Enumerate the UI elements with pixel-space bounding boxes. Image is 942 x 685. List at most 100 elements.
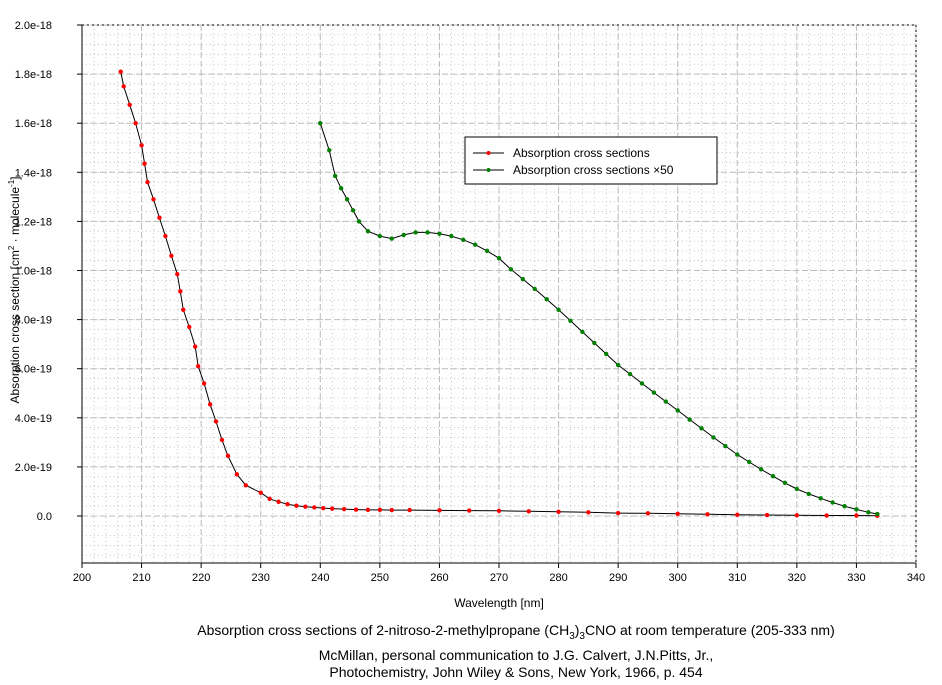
data-point-series-2	[747, 459, 752, 465]
data-point-series-1	[213, 419, 219, 424]
data-point-series-2	[556, 307, 561, 312]
data-point-series-1	[437, 508, 442, 513]
x-tick-label: 310	[728, 572, 746, 584]
data-point-series-1	[764, 512, 770, 518]
data-point-series-1	[705, 512, 710, 517]
x-tick-label: 280	[549, 572, 567, 584]
data-point-series-1	[615, 510, 621, 516]
data-point-series-1	[675, 511, 680, 516]
data-point-series-1	[467, 508, 472, 513]
y-tick-label: 2.0e-19	[15, 462, 52, 474]
data-point-series-2	[830, 500, 835, 505]
data-point-series-2	[770, 474, 776, 479]
data-point-series-2	[604, 351, 609, 357]
data-point-series-2	[389, 236, 394, 241]
grid	[81, 24, 917, 563]
data-point-series-2	[332, 173, 338, 179]
data-point-series-2	[520, 276, 526, 282]
data-point-series-2	[651, 390, 657, 395]
data-point-series-2	[842, 503, 847, 509]
data-point-series-1	[586, 510, 591, 515]
data-point-series-1	[181, 307, 186, 312]
data-point-series-2	[365, 229, 371, 234]
data-point-series-2	[592, 340, 597, 346]
axes: 200 210 220 230 240 250 260 270 280 290 300 310 320 3…	[15, 20, 925, 584]
data-point-series-2	[663, 399, 668, 404]
y-tick-label: 1.2e-18	[15, 216, 52, 228]
data-point-series-2	[544, 297, 549, 302]
data-point-series-2	[413, 230, 418, 235]
data-point-series-1	[407, 507, 412, 513]
y-tick-label: 1.8e-18	[15, 69, 52, 81]
data-point-series-2	[508, 267, 514, 272]
chart: 200 210 220 230 240 250 260 270 280 290 300 310 320 3…	[7, 20, 925, 610]
x-tick-label: 210	[132, 572, 150, 584]
caption-line-3: Photochemistry, John Wiley & Sons, New Y…	[329, 664, 703, 680]
data-point-series-1	[267, 496, 272, 502]
data-point-series-1	[207, 402, 213, 407]
legend-label-1: Absorption cross sections	[513, 146, 650, 160]
data-point-series-2	[327, 148, 332, 153]
data-point-series-2	[699, 426, 704, 431]
data-point-series-1	[178, 289, 183, 294]
x-tick-label: 270	[490, 572, 508, 584]
data-point-series-2	[806, 491, 811, 497]
x-tick-label: 230	[252, 572, 270, 584]
data-point-series-2	[687, 417, 692, 422]
data-point-series-1	[187, 324, 192, 330]
data-point-series-1	[258, 490, 263, 495]
x-axis-label: Wavelength [nm]	[454, 596, 544, 610]
data-point-series-2	[350, 208, 356, 213]
data-point-series-1	[276, 499, 281, 504]
data-point-series-2	[425, 230, 430, 235]
data-point-series-1	[294, 503, 299, 508]
data-point-series-1	[145, 179, 150, 185]
data-point-series-1	[127, 102, 132, 107]
data-point-series-1	[735, 512, 740, 517]
x-tick-label: 320	[788, 572, 806, 584]
legend-marker-red	[486, 151, 491, 155]
data-point-series-2	[344, 197, 350, 202]
data-point-series-2	[723, 443, 728, 449]
x-tick-label: 300	[669, 572, 687, 584]
data-point-series-1	[175, 271, 180, 277]
data-point-series-1	[151, 197, 156, 202]
y-tick-label: 1.0e-18	[15, 266, 52, 278]
data-point-series-1	[169, 253, 174, 258]
data-point-series-1	[794, 513, 800, 518]
data-point-series-2	[818, 496, 823, 501]
data-point-series-2	[461, 237, 466, 243]
data-point-series-1	[142, 161, 147, 166]
y-axis-label: Absorption cross section [cm2 · molecule…	[7, 176, 22, 403]
legend-label-2: Absorption cross sections ×50	[513, 163, 674, 177]
x-tick-label: 250	[371, 572, 389, 584]
data-point-series-1	[824, 513, 829, 518]
x-tick-label: 340	[907, 572, 925, 584]
data-point-series-2	[758, 467, 764, 472]
data-point-series-1	[121, 84, 126, 89]
data-point-series-2	[794, 486, 800, 492]
data-point-series-1	[303, 504, 308, 509]
x-tick-label: 260	[430, 572, 448, 584]
data-point-series-2	[675, 408, 680, 413]
data-point-series-2	[318, 121, 323, 126]
data-point-series-2	[437, 231, 442, 236]
data-point-series-2	[472, 242, 478, 247]
data-point-series-1	[118, 69, 123, 74]
data-point-series-1	[195, 364, 201, 369]
data-point-series-1	[201, 381, 207, 386]
data-point-series-1	[225, 453, 231, 459]
caption-line-2: McMillan, personal communication to J.G.…	[318, 647, 714, 663]
data-point-series-2	[580, 329, 585, 335]
data-point-series-1	[377, 507, 383, 513]
data-point-series-1	[219, 437, 225, 443]
data-point-series-1	[234, 472, 240, 477]
data-point-series-2	[866, 510, 871, 515]
y-tick-label: 6.0e-19	[15, 364, 52, 376]
data-point-series-1	[556, 509, 561, 515]
data-point-series-2	[615, 362, 621, 368]
data-point-series-2	[627, 371, 633, 377]
data-point-series-2	[854, 507, 859, 512]
data-point-series-1	[163, 233, 168, 239]
data-point-series-1	[854, 513, 859, 518]
